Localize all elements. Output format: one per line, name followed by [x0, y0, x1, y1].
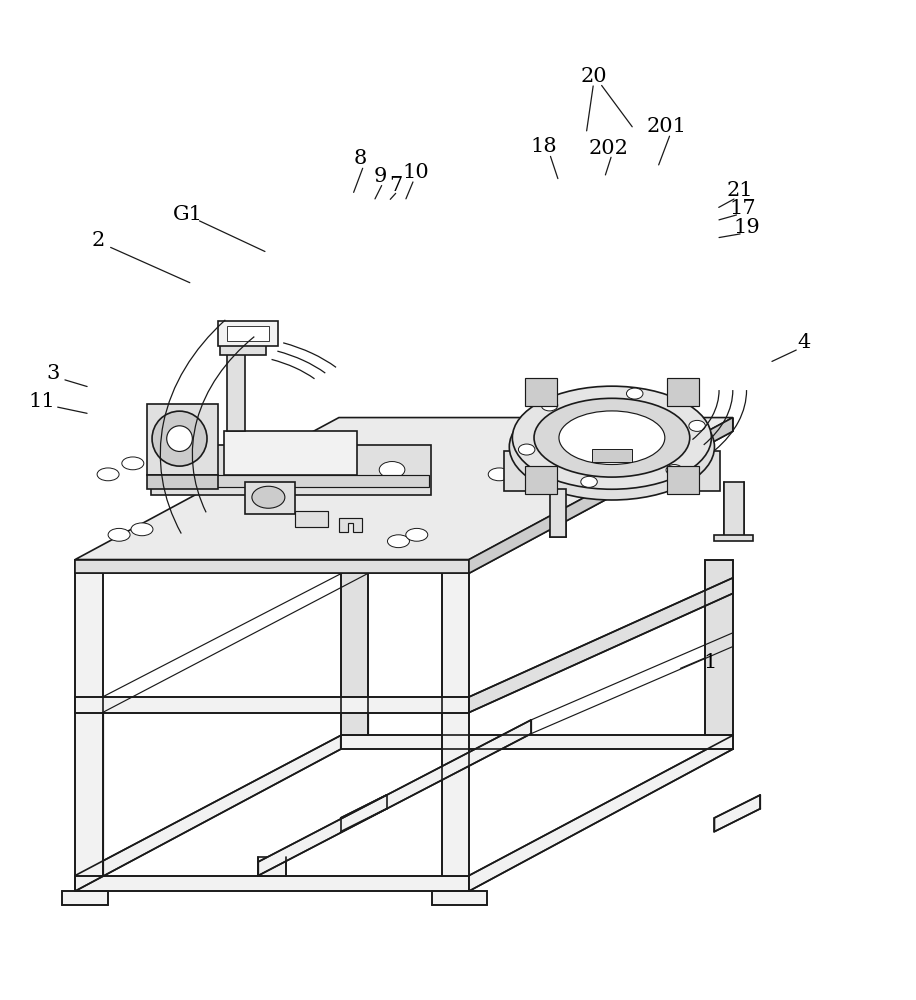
- Ellipse shape: [534, 398, 690, 477]
- Text: 10: 10: [402, 163, 430, 182]
- Ellipse shape: [681, 437, 703, 450]
- Polygon shape: [341, 795, 387, 832]
- Polygon shape: [147, 404, 218, 475]
- Text: 7: 7: [389, 176, 402, 195]
- Polygon shape: [469, 735, 733, 891]
- Ellipse shape: [511, 457, 533, 470]
- Ellipse shape: [512, 386, 712, 489]
- Ellipse shape: [518, 444, 535, 455]
- Polygon shape: [525, 378, 557, 406]
- Polygon shape: [75, 697, 469, 713]
- Ellipse shape: [581, 476, 597, 487]
- Ellipse shape: [331, 462, 356, 478]
- Ellipse shape: [167, 426, 192, 451]
- Polygon shape: [550, 489, 566, 537]
- Ellipse shape: [689, 420, 705, 431]
- Ellipse shape: [180, 462, 205, 478]
- Polygon shape: [75, 560, 469, 573]
- Text: 18: 18: [530, 137, 558, 156]
- Text: 8: 8: [354, 149, 366, 168]
- Polygon shape: [469, 578, 733, 713]
- Polygon shape: [62, 891, 108, 905]
- Ellipse shape: [97, 468, 119, 481]
- Ellipse shape: [488, 468, 510, 481]
- Polygon shape: [218, 321, 278, 346]
- Polygon shape: [667, 466, 699, 494]
- Polygon shape: [220, 344, 266, 355]
- Text: 20: 20: [580, 67, 607, 86]
- Ellipse shape: [387, 535, 409, 548]
- Polygon shape: [227, 353, 245, 431]
- Text: 19: 19: [733, 218, 760, 237]
- Text: 2: 2: [92, 231, 104, 250]
- Polygon shape: [75, 560, 103, 876]
- Polygon shape: [442, 560, 469, 876]
- Ellipse shape: [666, 465, 682, 476]
- Polygon shape: [75, 418, 733, 560]
- Polygon shape: [341, 735, 733, 749]
- Polygon shape: [339, 518, 362, 532]
- Polygon shape: [724, 482, 744, 537]
- Ellipse shape: [278, 462, 304, 478]
- Polygon shape: [469, 418, 733, 573]
- Ellipse shape: [252, 486, 285, 508]
- Text: G1: G1: [173, 205, 202, 224]
- Ellipse shape: [225, 462, 251, 478]
- Ellipse shape: [627, 388, 643, 399]
- Polygon shape: [75, 735, 341, 891]
- Text: 17: 17: [729, 199, 757, 218]
- Text: 4: 4: [798, 333, 811, 352]
- Ellipse shape: [658, 442, 680, 455]
- Text: 3: 3: [47, 364, 60, 383]
- Polygon shape: [147, 475, 218, 489]
- Ellipse shape: [541, 400, 558, 411]
- Polygon shape: [154, 475, 429, 487]
- Text: 1: 1: [703, 653, 716, 672]
- Text: 201: 201: [647, 117, 687, 136]
- Polygon shape: [525, 466, 557, 494]
- Polygon shape: [714, 535, 753, 541]
- Ellipse shape: [122, 457, 144, 470]
- Polygon shape: [295, 511, 328, 527]
- Text: 11: 11: [28, 392, 56, 411]
- Ellipse shape: [509, 394, 714, 500]
- Ellipse shape: [152, 411, 207, 466]
- Polygon shape: [227, 326, 269, 341]
- Text: 202: 202: [588, 139, 628, 158]
- Polygon shape: [667, 378, 699, 406]
- Ellipse shape: [379, 462, 405, 478]
- Polygon shape: [714, 795, 760, 832]
- Polygon shape: [258, 857, 286, 876]
- Polygon shape: [224, 431, 357, 475]
- Ellipse shape: [406, 528, 428, 541]
- Polygon shape: [504, 451, 720, 491]
- Polygon shape: [432, 891, 487, 905]
- Ellipse shape: [559, 411, 665, 464]
- Polygon shape: [258, 720, 531, 876]
- Polygon shape: [341, 560, 368, 735]
- Text: 9: 9: [374, 167, 387, 186]
- Text: 21: 21: [726, 181, 754, 200]
- Polygon shape: [151, 445, 431, 495]
- Polygon shape: [705, 560, 733, 735]
- Polygon shape: [245, 482, 295, 514]
- Ellipse shape: [131, 523, 153, 536]
- Ellipse shape: [108, 528, 130, 541]
- Polygon shape: [75, 876, 469, 891]
- Polygon shape: [592, 449, 632, 462]
